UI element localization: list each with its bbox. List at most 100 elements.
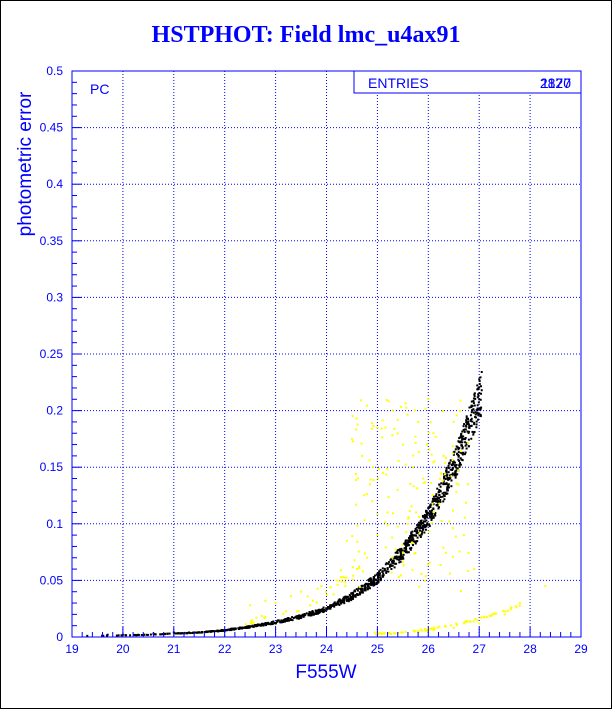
data-point xyxy=(351,415,354,418)
data-point xyxy=(251,625,254,628)
data-point xyxy=(339,576,342,579)
data-point xyxy=(439,563,442,566)
data-point xyxy=(444,483,447,486)
data-point xyxy=(145,633,148,636)
data-point xyxy=(420,523,423,526)
data-point xyxy=(432,628,435,631)
data-point xyxy=(458,459,461,462)
data-point xyxy=(477,401,480,404)
data-point xyxy=(381,567,384,570)
data-point xyxy=(438,625,441,628)
data-point xyxy=(185,632,188,635)
data-point xyxy=(449,624,452,627)
data-point xyxy=(329,586,332,589)
data-point xyxy=(314,612,317,615)
data-point xyxy=(427,398,430,401)
data-point xyxy=(430,482,433,485)
data-point xyxy=(479,385,482,388)
data-point xyxy=(163,633,166,636)
y-tick-label: 0.4 xyxy=(46,177,63,191)
x-tick-label: 23 xyxy=(269,642,283,656)
data-point xyxy=(401,549,404,552)
data-point xyxy=(473,404,476,407)
data-point xyxy=(460,435,463,438)
data-point xyxy=(437,499,440,502)
data-point xyxy=(376,573,379,576)
x-axis-ticks: 19 20 21 22 23 24 25 26 27 28 29 xyxy=(65,627,588,656)
data-point xyxy=(474,411,477,414)
data-point xyxy=(402,564,405,567)
data-point xyxy=(308,611,311,614)
data-point xyxy=(470,406,473,409)
data-point xyxy=(424,407,427,410)
data-point xyxy=(444,478,447,481)
data-point xyxy=(187,631,190,634)
data-point xyxy=(463,621,466,624)
data-point xyxy=(442,454,445,457)
data-point xyxy=(438,502,441,505)
data-point xyxy=(301,614,304,617)
data-point xyxy=(411,538,414,541)
series-secondary-points xyxy=(244,398,547,636)
data-point xyxy=(454,474,457,477)
data-point xyxy=(451,527,454,530)
data-point xyxy=(404,630,407,633)
data-point xyxy=(345,576,348,579)
data-point xyxy=(318,611,321,614)
data-point xyxy=(419,525,422,528)
data-point xyxy=(411,541,414,544)
data-point xyxy=(356,477,359,480)
data-point xyxy=(154,633,157,636)
data-point xyxy=(355,428,358,431)
data-point xyxy=(466,423,469,426)
data-point xyxy=(471,409,474,412)
data-point xyxy=(466,430,469,433)
data-point xyxy=(426,516,429,519)
data-point xyxy=(436,626,439,629)
data-point xyxy=(329,607,332,610)
data-point xyxy=(432,515,435,518)
data-point xyxy=(458,465,461,468)
data-point xyxy=(391,559,394,562)
data-point xyxy=(432,461,435,464)
data-point xyxy=(245,625,248,628)
data-point xyxy=(439,485,442,488)
data-point xyxy=(452,626,455,629)
data-point xyxy=(298,615,301,618)
data-point xyxy=(361,454,364,457)
data-point xyxy=(363,552,366,555)
data-point xyxy=(316,612,319,615)
data-point xyxy=(159,633,162,636)
data-point xyxy=(412,466,415,469)
y-tick-label: 0.45 xyxy=(40,121,64,135)
data-point xyxy=(386,567,389,570)
data-point xyxy=(389,563,392,566)
data-point xyxy=(338,580,341,583)
data-point xyxy=(357,587,360,590)
data-point xyxy=(474,416,477,419)
data-point xyxy=(383,631,386,634)
data-point xyxy=(320,585,323,588)
data-point xyxy=(412,485,415,488)
data-point xyxy=(416,530,419,533)
data-point xyxy=(392,557,395,560)
data-point xyxy=(428,530,431,533)
data-point xyxy=(471,430,474,433)
data-point xyxy=(377,468,380,471)
data-point xyxy=(461,441,464,444)
data-point xyxy=(347,600,350,603)
grid-lines xyxy=(72,71,581,637)
data-point xyxy=(263,617,266,620)
data-point xyxy=(345,539,348,542)
data-point xyxy=(350,592,353,595)
data-point xyxy=(410,505,413,508)
data-point xyxy=(303,614,306,617)
data-point xyxy=(292,616,295,619)
data-point xyxy=(402,553,405,556)
data-point xyxy=(338,603,341,606)
data-point xyxy=(390,568,393,571)
data-point xyxy=(255,616,258,619)
data-point xyxy=(404,542,407,545)
data-point xyxy=(451,452,454,455)
data-point xyxy=(476,407,479,410)
